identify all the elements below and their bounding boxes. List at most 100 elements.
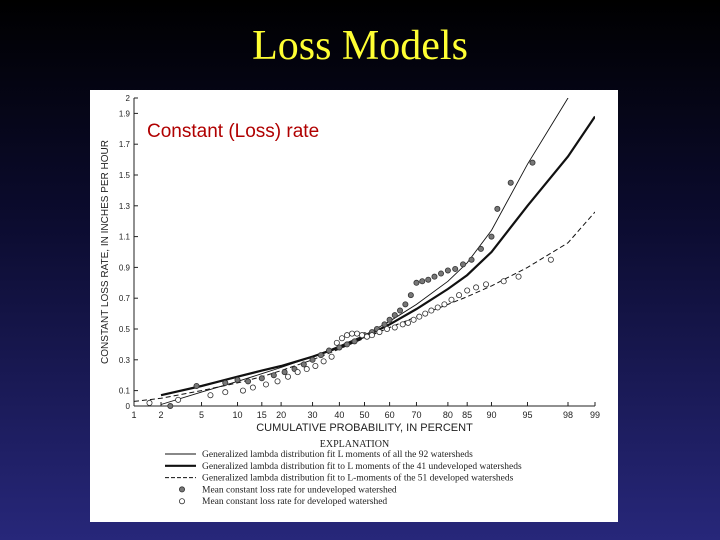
undeveloped-point bbox=[452, 265, 459, 272]
y-tick-label: 1.5 bbox=[119, 171, 131, 180]
developed-point bbox=[303, 366, 310, 373]
undeveloped-point bbox=[431, 273, 438, 280]
developed-point bbox=[368, 332, 375, 339]
y-tick-label: 2 bbox=[126, 94, 131, 103]
x-tick-label: 70 bbox=[411, 410, 421, 420]
developed-point bbox=[483, 281, 490, 288]
developed-point bbox=[405, 319, 412, 326]
developed-point bbox=[399, 321, 406, 328]
undeveloped-point bbox=[413, 279, 420, 286]
y-tick-label: 0.9 bbox=[119, 263, 131, 272]
undeveloped-point bbox=[397, 307, 404, 314]
x-tick-label: 10 bbox=[233, 410, 243, 420]
undeveloped-point bbox=[344, 341, 351, 348]
undeveloped-point bbox=[325, 347, 332, 354]
developed-point bbox=[376, 329, 383, 336]
developed-point bbox=[239, 387, 246, 394]
x-tick-label: 5 bbox=[199, 410, 204, 420]
undeveloped-point bbox=[245, 378, 252, 385]
x-tick-label: 40 bbox=[334, 410, 344, 420]
x-axis-title: CUMULATIVE PROBABILITY, IN PERCENT bbox=[256, 422, 473, 434]
developed-point bbox=[222, 389, 229, 396]
overlay-label: Constant (Loss) rate bbox=[144, 121, 323, 143]
x-tick-label: 1 bbox=[131, 410, 136, 420]
undeveloped-point bbox=[425, 276, 432, 283]
undeveloped-point bbox=[494, 205, 501, 212]
undeveloped-point bbox=[309, 356, 316, 363]
undeveloped-point bbox=[336, 344, 343, 351]
x-tick-label: 2 bbox=[159, 410, 164, 420]
undeveloped-point bbox=[507, 179, 514, 186]
x-tick-label: 85 bbox=[462, 410, 472, 420]
undeveloped-point bbox=[529, 159, 536, 166]
developed-point bbox=[464, 287, 471, 294]
developed-point bbox=[422, 310, 429, 317]
undeveloped-point bbox=[402, 301, 409, 308]
undeveloped-point bbox=[438, 270, 445, 277]
undeveloped-point bbox=[270, 372, 277, 379]
developed-point bbox=[410, 316, 417, 323]
legend-entry-5: Mean constant loss rate for developed wa… bbox=[202, 496, 387, 507]
y-tick-label: 0.7 bbox=[119, 294, 131, 303]
x-tick-label: 90 bbox=[486, 410, 496, 420]
developed-point bbox=[333, 339, 340, 346]
legend-entry-2: Generalized lambda distribution fit to L… bbox=[202, 461, 522, 472]
developed-point bbox=[456, 292, 463, 299]
developed-point bbox=[391, 324, 398, 331]
y-tick-label: 0 bbox=[126, 402, 131, 411]
x-tick-label: 20 bbox=[276, 410, 286, 420]
undeveloped-point bbox=[477, 245, 484, 252]
developed-point bbox=[262, 381, 269, 388]
developed-point bbox=[294, 369, 301, 376]
developed-point bbox=[515, 273, 522, 280]
developed-point bbox=[416, 313, 423, 320]
undeveloped-point bbox=[317, 352, 324, 359]
x-tick-label: 95 bbox=[522, 410, 532, 420]
y-tick-label: 1.9 bbox=[119, 109, 131, 118]
developed-point bbox=[207, 392, 214, 399]
developed-point bbox=[441, 301, 448, 308]
developed-point bbox=[312, 362, 319, 369]
developed-point bbox=[328, 353, 335, 360]
series-layer bbox=[134, 98, 595, 409]
undeveloped-point bbox=[488, 233, 495, 240]
developed-point bbox=[384, 325, 391, 332]
developed-point bbox=[354, 330, 361, 337]
undeveloped-point bbox=[300, 361, 307, 368]
developed-point bbox=[434, 304, 441, 311]
developed-point bbox=[448, 296, 455, 303]
undeveloped-point bbox=[419, 278, 426, 285]
developed-point bbox=[274, 378, 281, 385]
y-tick-label: 0.3 bbox=[119, 356, 131, 365]
developed-point bbox=[473, 284, 480, 291]
series-line-2 bbox=[160, 115, 595, 397]
developed-point bbox=[359, 332, 366, 339]
undeveloped-point bbox=[234, 376, 241, 383]
y-tick-label: 1.7 bbox=[119, 140, 131, 149]
x-tick-label: 30 bbox=[308, 410, 318, 420]
undeveloped-point bbox=[468, 256, 475, 263]
undeveloped-point bbox=[391, 312, 398, 319]
legend-swatch-5 bbox=[179, 498, 186, 505]
undeveloped-point bbox=[444, 267, 451, 274]
legend-title: EXPLANATION bbox=[320, 439, 389, 450]
developed-point bbox=[338, 335, 345, 342]
legend-entry-1: Generalized lambda distribution fit L mo… bbox=[202, 449, 473, 460]
developed-point bbox=[284, 373, 291, 380]
series-line-3 bbox=[134, 211, 595, 402]
undeveloped-point bbox=[386, 316, 393, 323]
y-tick-label: 1.1 bbox=[119, 233, 131, 242]
developed-point bbox=[249, 384, 256, 391]
y-tick-label: 0.5 bbox=[119, 325, 131, 334]
undeveloped-point bbox=[407, 292, 414, 299]
developed-point bbox=[146, 399, 153, 406]
undeveloped-point bbox=[381, 321, 388, 328]
figure-panel: 1 2 5 10 15 20 30 40 50 60 70 80 85 90 95 98 99 0 0.1 0.3 0.… bbox=[90, 90, 618, 522]
undeveloped-point bbox=[281, 369, 288, 376]
developed-point bbox=[344, 332, 351, 339]
x-tick-label: 50 bbox=[359, 410, 369, 420]
developed-point bbox=[500, 278, 507, 285]
undeveloped-point bbox=[167, 402, 174, 409]
developed-point bbox=[363, 333, 370, 340]
